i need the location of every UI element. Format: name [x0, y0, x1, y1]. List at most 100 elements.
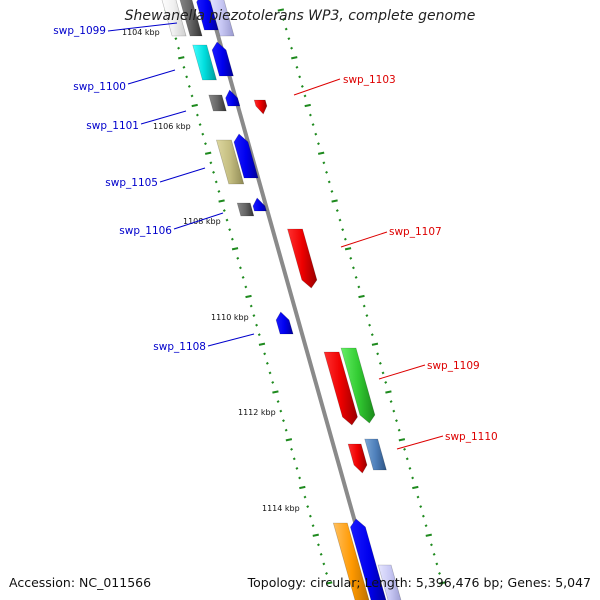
gene-gray-1101[interactable]: [208, 94, 227, 112]
minor-tick: [435, 562, 439, 566]
major-tick: [344, 247, 352, 251]
minor-tick: [384, 381, 388, 384]
major-tick: [304, 103, 311, 108]
gene-green-1109[interactable]: [340, 347, 376, 424]
tick-label-1108: 1108 kbp: [183, 217, 221, 226]
minor-tick: [185, 75, 189, 79]
minor-tick: [230, 237, 234, 241]
major-tick: [371, 342, 379, 346]
major-tick: [204, 151, 212, 155]
minor-tick: [263, 352, 267, 356]
major-tick: [398, 438, 406, 442]
minor-tick: [311, 524, 315, 528]
minor-tick: [325, 170, 328, 174]
gene-lavender-top[interactable]: [209, 0, 235, 37]
minor-tick: [282, 18, 285, 21]
minor-tick: [295, 65, 299, 69]
major-tick: [245, 294, 252, 299]
minor-tick: [330, 190, 334, 193]
gene-label-swp-1106[interactable]: swp_1106: [119, 225, 172, 237]
minor-tick: [190, 94, 194, 98]
gene-red-1109[interactable]: [323, 351, 358, 426]
major-tick: [231, 247, 239, 251]
gene-label-swp-1108[interactable]: swp_1108: [153, 341, 206, 353]
gene-label-swp-1103[interactable]: swp_1103: [343, 74, 396, 86]
minor-tick: [214, 180, 218, 184]
minor-tick: [238, 266, 242, 270]
minor-tick: [314, 132, 318, 136]
major-tick: [358, 294, 365, 299]
gene-blue-1108[interactable]: [275, 311, 294, 335]
gene-label-swp-1105[interactable]: swp_1105: [105, 177, 158, 189]
minor-tick: [303, 94, 307, 98]
minor-tick: [381, 371, 385, 375]
minor-tick: [290, 447, 294, 451]
minor-tick: [408, 466, 412, 470]
minor-tick: [201, 132, 205, 136]
gene-blue-1100[interactable]: [211, 41, 234, 77]
major-tick: [317, 151, 325, 155]
minor-tick: [177, 46, 181, 50]
minor-tick: [327, 180, 331, 184]
map-title: Shewanella piezotolerans WP3, complete g…: [124, 8, 476, 24]
gene-cyan-1100[interactable]: [192, 44, 217, 81]
tick-label-1114: 1114 kbp: [262, 504, 300, 513]
gene-label-swp-1110[interactable]: swp_1110: [445, 431, 498, 443]
gene-white-top[interactable]: [161, 0, 187, 37]
gene-red-1107[interactable]: [287, 228, 318, 289]
minor-tick: [241, 275, 245, 279]
minor-tick: [362, 304, 366, 308]
minor-tick: [284, 428, 288, 432]
minor-tick: [322, 562, 326, 566]
minor-tick: [419, 505, 423, 509]
gene-blue-1101[interactable]: [225, 89, 241, 107]
major-tick: [218, 199, 225, 203]
major-tick: [412, 485, 419, 490]
gene-label-swp-1109[interactable]: swp_1109: [427, 360, 480, 372]
label-leader-lines: [107, 22, 444, 450]
gene-blue-1106[interactable]: [252, 197, 267, 212]
gene-blue-1105[interactable]: [233, 133, 259, 179]
minor-tick: [249, 304, 253, 308]
minor-tick: [292, 457, 296, 461]
minor-tick: [411, 476, 415, 480]
minor-tick: [335, 209, 339, 212]
gene-red-1103[interactable]: [253, 99, 268, 115]
gene-steel-1110[interactable]: [364, 438, 387, 471]
minor-tick: [298, 75, 302, 79]
gene-khaki-1105[interactable]: [216, 139, 245, 185]
gene-blue-bot[interactable]: [350, 518, 387, 600]
minor-tick: [357, 285, 361, 289]
minor-tick: [322, 161, 326, 165]
minor-tick: [416, 495, 420, 499]
minor-tick: [303, 495, 307, 499]
minor-tick: [174, 37, 178, 41]
gene-lavender-bot[interactable]: [377, 564, 402, 600]
minor-tick: [217, 190, 221, 193]
minor-tick: [354, 275, 358, 279]
gene-orange-bot[interactable]: [332, 522, 370, 600]
gene-label-swp-1099[interactable]: swp_1099: [53, 25, 106, 37]
tick-label-1112: 1112 kbp: [238, 408, 276, 417]
minor-tick: [349, 256, 353, 260]
major-tick: [312, 533, 319, 537]
minor-tick: [421, 514, 425, 518]
minor-tick: [405, 457, 409, 461]
gene-gray-1106[interactable]: [236, 202, 255, 217]
major-tick: [331, 199, 338, 203]
gene-gray-top[interactable]: [179, 0, 203, 37]
minor-tick: [438, 572, 441, 575]
minor-tick: [225, 218, 229, 222]
minor-tick: [365, 314, 369, 318]
minor-tick: [317, 142, 320, 146]
minor-tick: [276, 400, 280, 403]
gene-label-swp-1100[interactable]: swp_1100: [73, 81, 126, 93]
gene-red-1110[interactable]: [347, 443, 368, 474]
gene-label-swp-1107[interactable]: swp_1107: [389, 226, 442, 238]
minor-tick: [284, 27, 288, 31]
minor-tick: [311, 123, 315, 127]
gene-label-swp-1101[interactable]: swp_1101: [86, 120, 139, 132]
minor-tick: [316, 543, 320, 547]
minor-tick: [295, 466, 299, 470]
